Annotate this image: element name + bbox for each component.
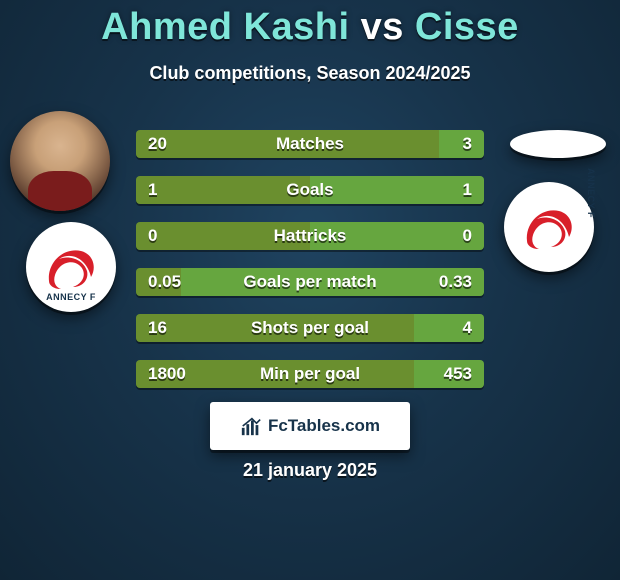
player2-club-badge: ANNECY F	[504, 182, 594, 272]
player2-club-label: ANNECY F	[586, 168, 596, 218]
brand-text: FcTables.com	[268, 416, 380, 436]
player2-avatar	[510, 130, 606, 158]
stat-value-right: 3	[463, 130, 472, 158]
stat-value-right: 0	[463, 222, 472, 250]
stat-value-right: 0.33	[439, 268, 472, 296]
date-text: 21 january 2025	[0, 460, 620, 481]
player1-avatar	[10, 111, 110, 211]
stat-label: Shots per goal	[136, 314, 484, 342]
stat-label: Goals per match	[136, 268, 484, 296]
stat-row-matches: 20 Matches 3	[136, 130, 484, 158]
stat-row-mpg: 1800 Min per goal 453	[136, 360, 484, 388]
player1-name: Ahmed Kashi	[101, 6, 349, 48]
stat-value-right: 1	[463, 176, 472, 204]
club-swirl-icon	[519, 197, 579, 257]
player1-club-badge: ANNECY F	[26, 222, 116, 312]
stat-label: Matches	[136, 130, 484, 158]
club-swirl-icon	[41, 237, 101, 297]
subtitle: Club competitions, Season 2024/2025	[0, 63, 620, 84]
player2-name: Cisse	[415, 6, 519, 48]
stat-label: Min per goal	[136, 360, 484, 388]
stat-value-right: 453	[444, 360, 472, 388]
stats-container: 20 Matches 3 1 Goals 1 0 Hattricks 0 0.0…	[136, 130, 484, 406]
brand-chart-icon	[240, 415, 262, 437]
stat-value-right: 4	[463, 314, 472, 342]
stat-label: Hattricks	[136, 222, 484, 250]
stat-label: Goals	[136, 176, 484, 204]
stat-row-spg: 16 Shots per goal 4	[136, 314, 484, 342]
vs-text: vs	[361, 6, 404, 48]
brand-box: FcTables.com	[210, 402, 410, 450]
comparison-title: Ahmed Kashi vs Cisse	[0, 6, 620, 49]
stat-row-goals: 1 Goals 1	[136, 176, 484, 204]
stat-row-hattricks: 0 Hattricks 0	[136, 222, 484, 250]
stat-row-gpm: 0.05 Goals per match 0.33	[136, 268, 484, 296]
player1-club-label: ANNECY F	[26, 292, 116, 302]
